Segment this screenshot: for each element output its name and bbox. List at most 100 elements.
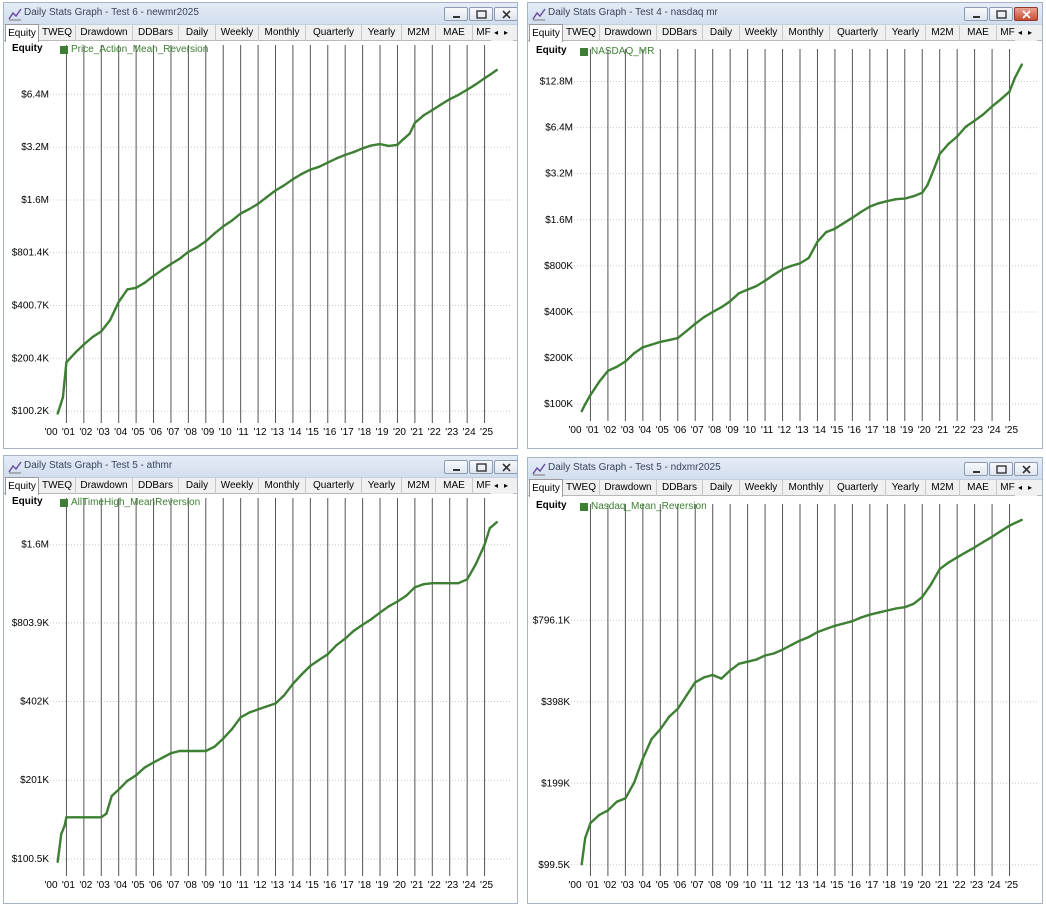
tab-scroll-left-icon[interactable]: ◂ [1017,28,1022,37]
minimize-button[interactable] [444,460,468,474]
equity-point [248,711,251,714]
close-button[interactable] [494,7,517,21]
tab-scroll-right-icon[interactable]: ▸ [503,481,508,490]
tab-m2m[interactable]: M2M [402,478,436,494]
tab-ddbars[interactable]: DDBars [657,25,703,41]
title-bar[interactable]: Daily Stats Graph - Test 6 - newmr2025 [4,3,517,25]
title-bar[interactable]: Daily Stats Graph - Test 5 - athmr [4,456,517,478]
tab-daily[interactable]: Daily [703,480,740,496]
tab-weekly[interactable]: Weekly [740,25,783,41]
equity-point [483,543,486,546]
equity-point [422,114,425,117]
y-tick-label: $200K [544,353,573,364]
tab-scroll-left-icon[interactable]: ◂ [493,28,498,37]
minimize-button[interactable] [444,7,468,21]
tab-monthly[interactable]: Monthly [259,478,306,494]
tab-mae[interactable]: MAE [960,480,997,496]
tab-equity[interactable]: Equity [5,477,39,495]
tab-equity[interactable]: Equity [529,479,563,497]
x-tick-label: '14 [813,425,826,436]
y-axis-label: Equity [536,45,567,56]
tab-quarterly[interactable]: Quarterly [306,25,362,41]
equity-point [886,199,889,203]
tab-m2m[interactable]: M2M [926,25,960,41]
close-button[interactable] [1014,7,1038,21]
equity-point [842,222,845,225]
equity-point [816,240,819,243]
tab-tweq[interactable]: TWEQ [39,25,76,41]
tab-daily[interactable]: Daily [179,478,216,494]
tab-ddbars[interactable]: DDBars [133,478,179,494]
maximize-button[interactable] [469,7,493,21]
equity-point [790,264,793,268]
y-tick-label: $3.2M [545,169,573,180]
y-axis-label: Equity [12,43,43,54]
x-tick-label: '24 [988,425,1001,436]
x-tick-label: '06 [673,880,686,891]
tab-equity[interactable]: Equity [529,24,563,42]
minimize-icon [453,469,460,471]
tab-weekly[interactable]: Weekly [216,478,259,494]
tab-yearly[interactable]: Yearly [886,25,926,41]
tab-tweq[interactable]: TWEQ [563,25,600,41]
tab-mae[interactable]: MAE [960,25,997,41]
tab-scroll-left-icon[interactable]: ◂ [1017,483,1022,492]
tab-daily[interactable]: Daily [703,25,740,41]
tab-drawdown[interactable]: Drawdown [600,25,657,41]
x-tick-label: '03 [97,427,110,438]
tab-m2m[interactable]: M2M [926,480,960,496]
maximize-button[interactable] [469,460,493,474]
close-button[interactable] [494,460,517,474]
tab-equity[interactable]: Equity [5,24,39,42]
tab-monthly[interactable]: Monthly [783,25,830,41]
tab-drawdown[interactable]: Drawdown [600,480,657,496]
tab-drawdown[interactable]: Drawdown [76,478,133,494]
tab-scroll-right-icon[interactable]: ▸ [1027,28,1032,37]
tab-monthly[interactable]: Monthly [259,25,306,41]
equity-point [466,578,469,581]
tab-tweq[interactable]: TWEQ [39,478,76,494]
tab-tweq[interactable]: TWEQ [563,480,600,496]
tab-yearly[interactable]: Yearly [362,478,402,494]
maximize-button[interactable] [989,462,1013,476]
tab-monthly[interactable]: Monthly [783,480,830,496]
y-tick-label: $803.9K [12,618,50,629]
minimize-button[interactable] [964,7,988,21]
minimize-button[interactable] [964,462,988,476]
tab-scroll-right-icon[interactable]: ▸ [503,28,508,37]
tab-mae[interactable]: MAE [436,25,473,41]
equity-point [256,708,260,711]
legend-label: Nasdaq_Mean_Reversion [591,501,707,512]
tab-ddbars[interactable]: DDBars [657,480,703,496]
equity-point [859,616,863,619]
tab-daily[interactable]: Daily [179,25,216,41]
equity-point [868,205,871,208]
tab-mae[interactable]: MAE [436,478,473,494]
maximize-button[interactable] [989,7,1013,21]
tab-quarterly[interactable]: Quarterly [306,478,362,494]
tab-ddbars[interactable]: DDBars [133,25,179,41]
minimize-icon [973,16,980,18]
equity-point [973,546,976,549]
tab-weekly[interactable]: Weekly [216,25,259,41]
x-tick-label: '22 [953,425,966,436]
close-icon [502,463,511,472]
close-button[interactable] [1014,462,1038,476]
tab-scroll-right-icon[interactable]: ▸ [1027,483,1032,492]
tab-drawdown[interactable]: Drawdown [76,25,133,41]
equity-point [676,336,679,340]
tab-scroll-left-icon[interactable]: ◂ [493,481,498,490]
equity-point [894,198,898,201]
tab-yearly[interactable]: Yearly [362,25,402,41]
equity-point [982,540,985,544]
tab-yearly[interactable]: Yearly [886,480,926,496]
tab-m2m[interactable]: M2M [402,25,436,41]
x-tick-label: '01 [62,880,75,891]
title-bar[interactable]: Daily Stats Graph - Test 5 - ndxmr2025 [528,458,1042,480]
tab-quarterly[interactable]: Quarterly [830,480,886,496]
tab-weekly[interactable]: Weekly [740,480,783,496]
x-tick-label: '00 [44,427,57,438]
tab-quarterly[interactable]: Quarterly [830,25,886,41]
equity-point [448,98,451,101]
title-bar[interactable]: Daily Stats Graph - Test 4 - nasdaq mr [528,3,1042,25]
